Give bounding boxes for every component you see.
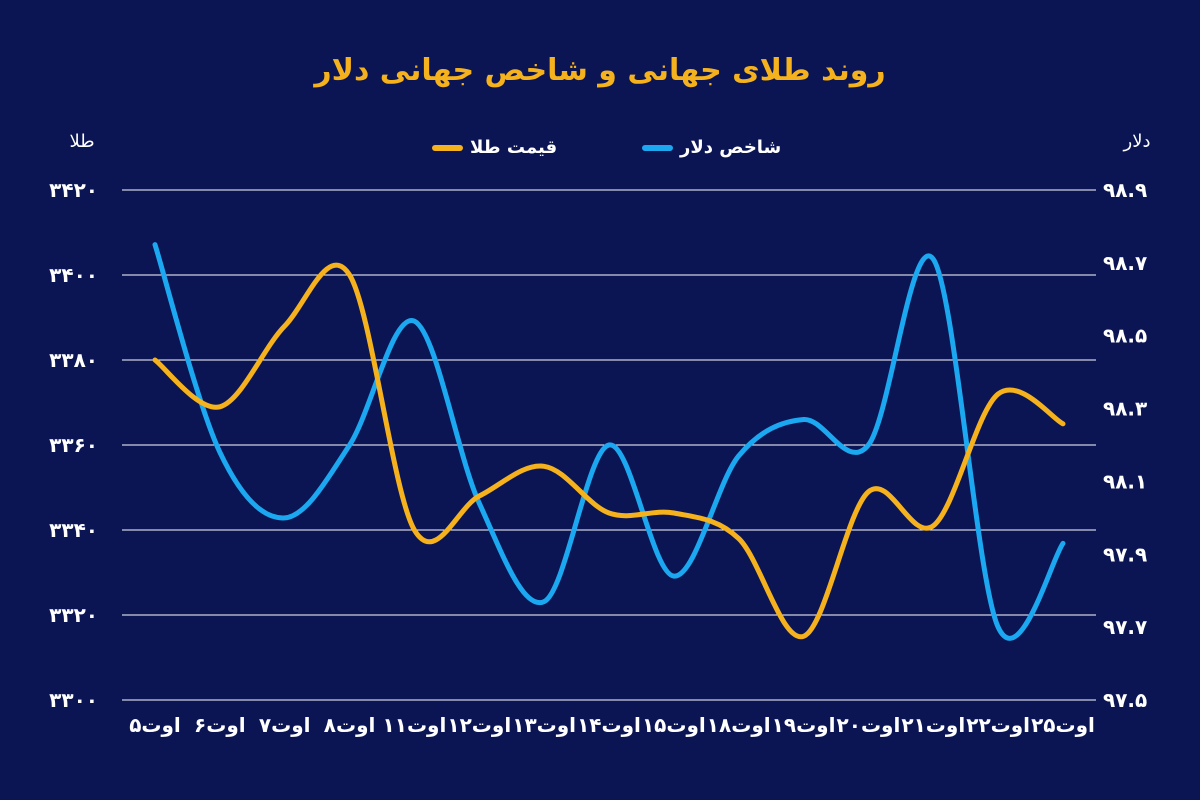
- x-tick-label: ۲۱اوت: [901, 713, 965, 737]
- dollar-index-line-points: [154, 244, 1064, 628]
- right-tick-label: ۹۸.۱: [1103, 469, 1147, 493]
- right-axis-ticks: ۹۸.۹ ۹۸.۷ ۹۸.۵ ۹۸.۳ ۹۸.۱ ۹۷.۹ ۹۷.۷ ۹۷.۵: [1103, 178, 1147, 712]
- left-tick-label: ۳۴۰۰: [49, 263, 98, 287]
- chart-title: روند طلای جهانی و شاخص جهانی دلار: [312, 53, 885, 88]
- x-tick-label: ۱۵اوت: [642, 713, 706, 737]
- x-tick-label: ۶اوت: [194, 713, 246, 737]
- right-tick-label: ۹۷.۹: [1103, 542, 1147, 566]
- dollar-index-line: [152, 242, 1066, 641]
- series-lines: [152, 242, 1066, 641]
- left-tick-label: ۳۳۰۰: [49, 688, 98, 712]
- left-tick-label: ۳۳۸۰: [49, 348, 98, 372]
- legend: قیمت طلا شاخص دلار: [432, 137, 781, 158]
- right-tick-label: ۹۷.۵: [1103, 688, 1147, 712]
- legend-label-gold: قیمت طلا: [470, 137, 557, 158]
- left-axis-ticks: ۳۴۲۰ ۳۴۰۰ ۳۳۸۰ ۳۳۶۰ ۳۳۴۰ ۳۳۲۰ ۳۳۰۰: [49, 178, 98, 712]
- left-tick-label: ۳۳۴۰: [49, 518, 98, 542]
- x-tick-label: ۱۱اوت: [383, 713, 447, 737]
- x-tick-label: ۷اوت: [259, 713, 311, 737]
- gold-price-line-points: [154, 274, 1064, 637]
- gold-price-line: [152, 262, 1066, 639]
- left-tick-label: ۳۳۶۰: [49, 433, 98, 457]
- left-tick-label: ۳۴۲۰: [49, 178, 98, 202]
- left-tick-label: ۳۳۲۰: [49, 603, 98, 627]
- gridlines: [122, 189, 1096, 701]
- right-tick-label: ۹۸.۷: [1103, 251, 1147, 275]
- right-tick-label: ۹۷.۷: [1103, 615, 1147, 639]
- x-tick-label: ۲۰اوت: [837, 713, 901, 737]
- left-axis-label: طلا: [69, 131, 94, 152]
- x-tick-label: ۱۴اوت: [577, 713, 641, 737]
- x-tick-label: ۱۹اوت: [772, 713, 836, 737]
- x-tick-label: ۱۲اوت: [447, 713, 511, 737]
- legend-label-dollar: شاخص دلار: [679, 137, 781, 158]
- x-tick-label: ۸اوت: [324, 713, 376, 737]
- x-axis-ticks: ۵اوت ۶اوت ۷اوت ۸اوت ۱۱اوت ۱۲اوت ۱۳اوت ۱۴اوت ۱۵او…: [129, 713, 1095, 737]
- x-tick-label: ۱۸اوت: [707, 713, 771, 737]
- right-tick-label: ۹۸.۳: [1103, 397, 1147, 421]
- x-tick-label: ۵اوت: [129, 713, 181, 737]
- x-tick-label: ۱۳اوت: [512, 713, 576, 737]
- x-tick-label: ۲۵اوت: [1031, 713, 1095, 737]
- right-tick-label: ۹۸.۵: [1103, 324, 1147, 348]
- right-tick-label: ۹۸.۹: [1103, 178, 1147, 202]
- right-axis-label: دلار: [1123, 131, 1151, 152]
- x-tick-label: ۲۲اوت: [966, 713, 1030, 737]
